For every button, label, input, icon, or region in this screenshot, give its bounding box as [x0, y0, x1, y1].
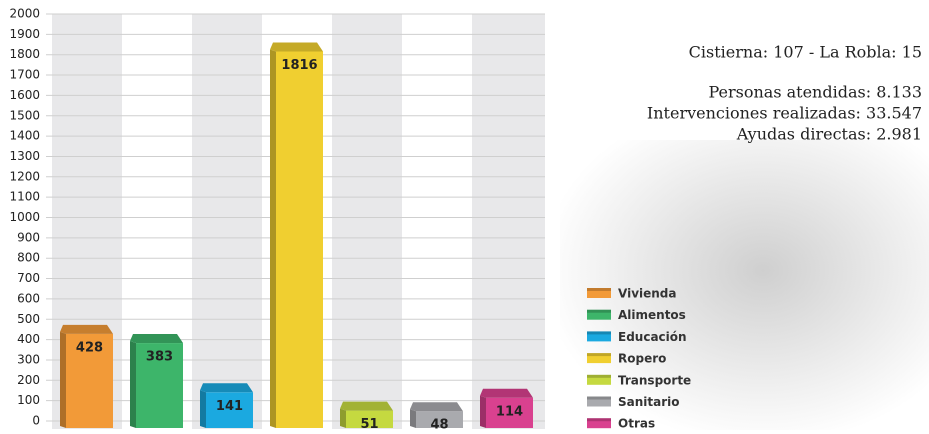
y-tick-label: 1100: [9, 190, 40, 204]
legend-label: Ropero: [618, 352, 666, 366]
y-tick-label: 2000: [9, 7, 40, 21]
legend-swatch-top: [587, 353, 611, 356]
legend-label: Otras: [618, 417, 655, 430]
y-tick-label: 600: [17, 291, 40, 305]
legend-swatch: [587, 377, 611, 385]
bar-top: [270, 42, 323, 51]
bar: [270, 42, 323, 428]
value-label: 141: [216, 399, 243, 414]
column-stripe: [192, 14, 262, 429]
legend-swatch-top: [587, 397, 611, 400]
chart: 0 100 200 300 400 500 600 700 800 900 1000 1100 1200…: [0, 0, 929, 430]
legend-swatch: [587, 399, 611, 407]
legend-swatch-top: [587, 331, 611, 334]
y-tick-label: 0: [32, 414, 40, 428]
column-stripe: [332, 14, 402, 429]
y-tick-label: 1500: [9, 108, 40, 122]
y-tick-label: 200: [17, 373, 40, 387]
bar-top: [60, 325, 113, 334]
y-tick-label: 1200: [9, 169, 40, 183]
y-tick-label: 1300: [9, 149, 40, 163]
legend-swatch-top: [587, 418, 611, 421]
legend-swatch: [587, 420, 611, 428]
y-tick-label: 1700: [9, 68, 40, 82]
legend-swatch-top: [587, 375, 611, 378]
column-stripe: [472, 14, 545, 429]
y-tick-label: 500: [17, 312, 40, 326]
value-label: 1816: [281, 58, 317, 73]
y-tick-label: 700: [17, 271, 40, 285]
y-tick-label: 800: [17, 251, 40, 265]
y-tick-label: 300: [17, 352, 40, 366]
bar-top: [130, 334, 183, 343]
background-photo: [560, 140, 929, 430]
legend-swatch: [587, 312, 611, 320]
annotation: Personas atendidas: 8.133: [708, 83, 922, 102]
y-tick-label: 1800: [9, 47, 40, 61]
legend-label: Alimentos: [618, 308, 686, 322]
bar-side: [270, 49, 276, 428]
y-tick-label: 1900: [9, 27, 40, 41]
bar: [130, 334, 183, 428]
value-label: 114: [496, 404, 523, 419]
annotation: Intervenciones realizadas: 33.547: [647, 104, 922, 123]
y-tick-label: 100: [17, 393, 40, 407]
bar-face: [276, 51, 323, 428]
value-label: 383: [146, 350, 173, 365]
annotation: Ayudas directas: 2.981: [736, 125, 922, 144]
value-label: 48: [430, 418, 448, 430]
y-tick-label: 900: [17, 230, 40, 244]
y-tick-label: 400: [17, 332, 40, 346]
bar-side: [340, 409, 346, 428]
y-tick-label: 1600: [9, 88, 40, 102]
bar-side: [410, 409, 416, 428]
legend-label: Vivienda: [618, 287, 677, 301]
annotation: Cistierna: 107 - La Robla: 15: [689, 43, 922, 62]
legend-swatch-top: [587, 288, 611, 291]
y-tick-label: 1000: [9, 210, 40, 224]
legend-swatch-top: [587, 310, 611, 313]
legend-label: Sanitario: [618, 395, 680, 409]
legend-label: Transporte: [618, 373, 691, 387]
bar-top: [410, 402, 463, 411]
bar-top: [340, 402, 393, 411]
bar-top: [200, 383, 253, 392]
bar-side: [60, 332, 66, 428]
bar-side: [130, 341, 136, 428]
legend-swatch: [587, 290, 611, 298]
y-tick-label: 1400: [9, 129, 40, 143]
legend-label: Educación: [618, 330, 687, 344]
bar-side: [200, 390, 206, 428]
legend-swatch: [587, 355, 611, 363]
value-label: 428: [76, 340, 103, 355]
value-label: 51: [360, 417, 378, 430]
bar-side: [480, 396, 486, 428]
bar-top: [480, 389, 533, 398]
legend-swatch: [587, 333, 611, 341]
